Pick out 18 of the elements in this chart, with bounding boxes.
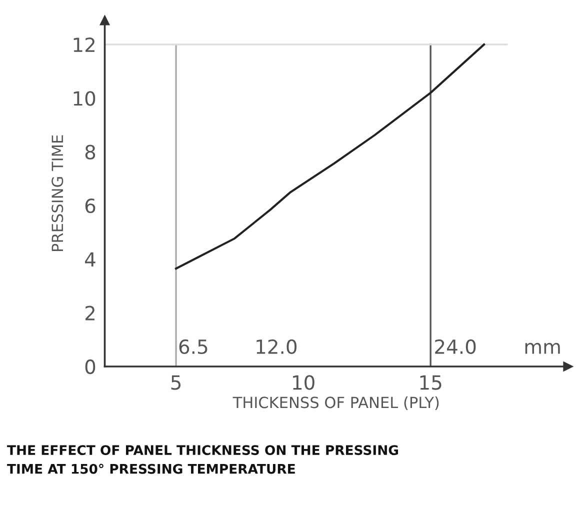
- y-tick-label: 6: [85, 198, 96, 214]
- y-tick-label: 2: [85, 306, 94, 320]
- y-tick-label: 4: [85, 252, 96, 267]
- y-tick-label: 10: [74, 91, 96, 106]
- text: THE EFFECT OF PANEL THICKNESS ON THE PRESSING TIME AT 150° PRESSING TEMPERATURE: [7, 445, 398, 474]
- x-tick-label: 10: [293, 375, 314, 390]
- annotation: 6.5: [179, 339, 208, 354]
- y-tick-label: 0: [85, 359, 96, 374]
- line-series: [174, 43, 486, 270]
- y-axis-title: PRESSING TIME: [52, 135, 64, 252]
- x-axis-title: THICKENSS OF PANEL (PLY): [232, 396, 439, 410]
- x-tick-label: 5: [171, 375, 181, 390]
- annotation: 24.0: [435, 339, 476, 354]
- y-tick-label: 8: [85, 144, 96, 160]
- y-tick-label: 12: [74, 37, 94, 52]
- annotation: mm: [525, 342, 560, 354]
- annotation: 12.0: [256, 339, 297, 354]
- x-tick-label: 15: [420, 375, 442, 390]
